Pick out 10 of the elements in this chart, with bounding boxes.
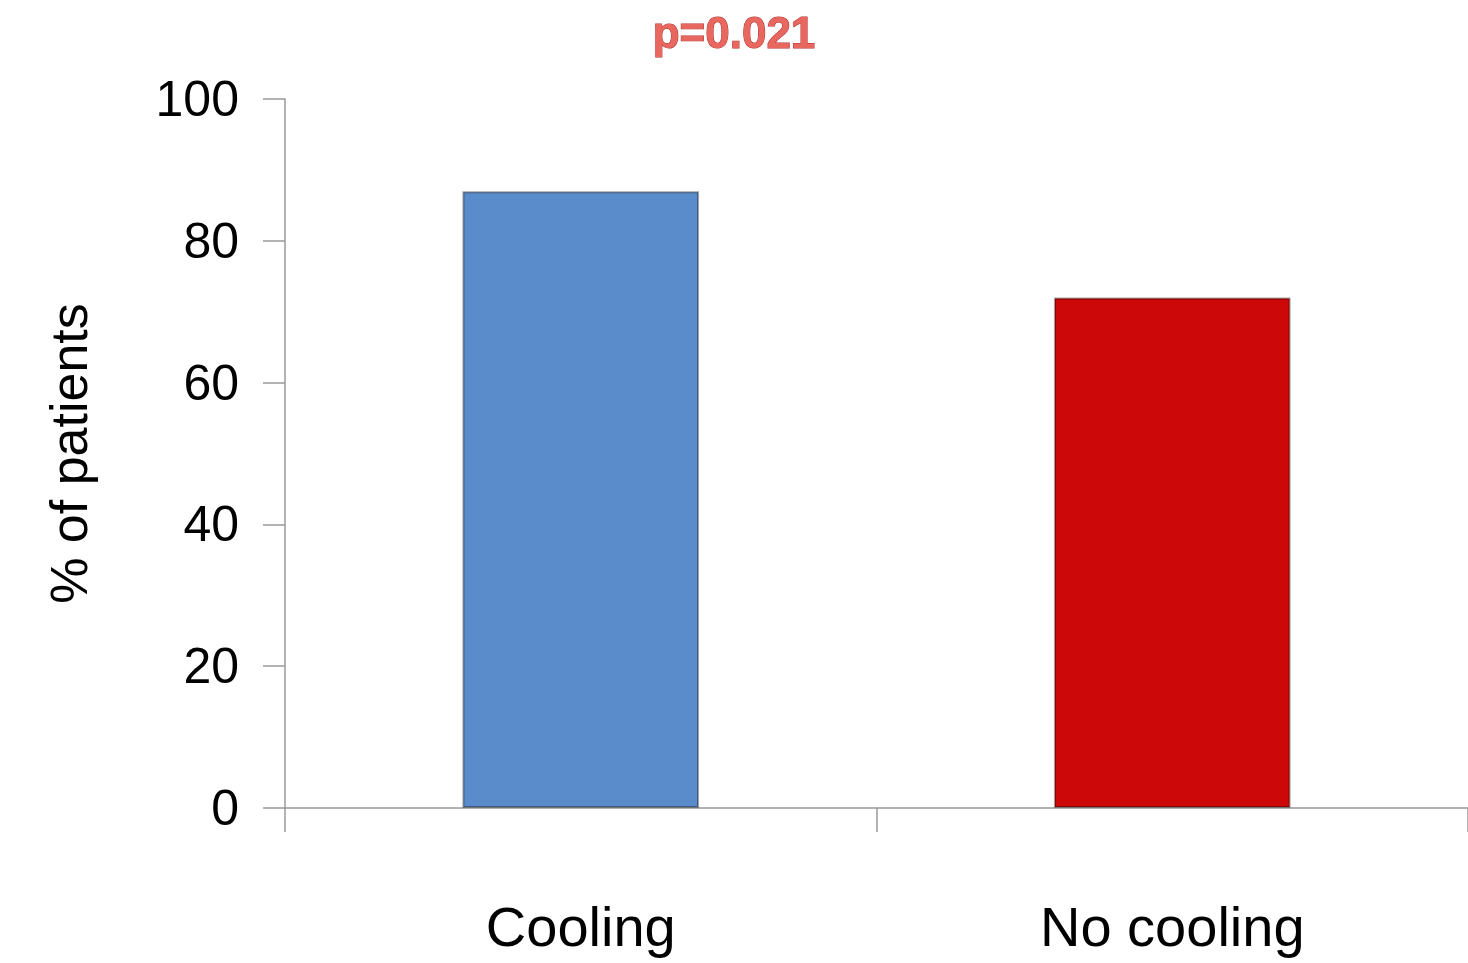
text: p=0.021 xyxy=(652,8,816,57)
y-tick-label: 0 xyxy=(211,780,239,836)
y-tick-label: 20 xyxy=(183,638,239,695)
y-axis-title: % of patients xyxy=(40,303,98,604)
y-tick-label: 100 xyxy=(155,71,239,127)
y-tick-label: 80 xyxy=(183,212,239,269)
x-tick-label: No cooling xyxy=(1039,894,1305,958)
y-tick-label: 40 xyxy=(183,496,239,553)
y-tick-label: 60 xyxy=(183,354,239,411)
x-tick-label: Cooling xyxy=(485,894,676,958)
